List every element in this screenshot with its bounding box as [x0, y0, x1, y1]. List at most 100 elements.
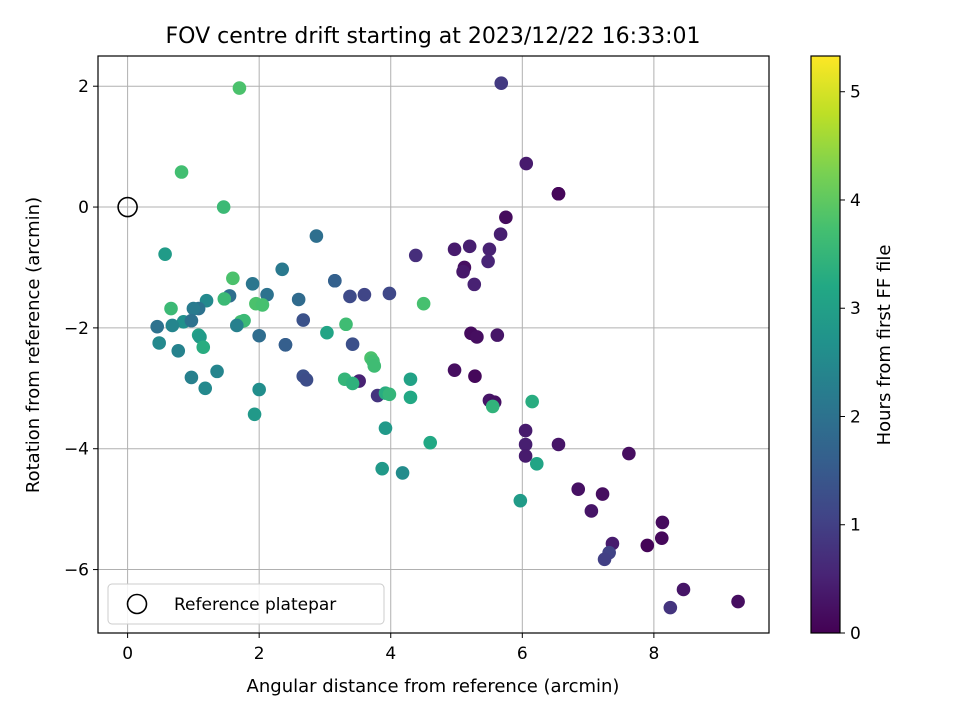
data-point [403, 390, 418, 405]
colorbar-label: Hours from first FF file [874, 245, 895, 446]
data-point [320, 325, 334, 340]
data-point [529, 457, 544, 471]
colorbar-tick-label: 5 [850, 83, 861, 103]
legend-box [107, 583, 385, 625]
data-point [216, 200, 231, 214]
y-tick-label: 0 [78, 198, 89, 218]
data-point [291, 292, 306, 307]
data-point [171, 344, 186, 358]
data-point [343, 289, 357, 304]
colorbar-ticks: 0 1 2 3 4 5 [840, 83, 861, 644]
x-tick-label: 4 [385, 644, 396, 664]
x-tick-label: 6 [517, 644, 528, 664]
colorbar: 0 1 2 3 4 5 Hours from first FF file [810, 55, 895, 644]
data-point [255, 298, 270, 312]
legend-label: Reference platepar [174, 595, 336, 615]
data-point [196, 340, 211, 355]
data-point [493, 227, 508, 242]
data-point [339, 317, 353, 332]
x-axis-ticks: 0 2 4 6 8 [122, 633, 659, 664]
data-point [655, 515, 670, 530]
data-point [597, 552, 612, 567]
data-point [217, 292, 232, 306]
data-point [198, 381, 213, 396]
data-point [382, 286, 397, 301]
data-point [165, 318, 180, 333]
data-point [456, 264, 470, 279]
data-point [184, 370, 199, 385]
data-point [447, 242, 462, 257]
data-point [470, 330, 484, 344]
data-point [375, 461, 389, 476]
data-point [499, 210, 513, 225]
data-point [152, 336, 166, 350]
data-point [513, 493, 528, 508]
data-point [345, 376, 360, 391]
colorbar-tick-label: 4 [850, 191, 861, 211]
data-point [525, 394, 539, 409]
colorbar-tick-label: 3 [850, 299, 861, 319]
data-point [186, 301, 201, 316]
data-point [184, 313, 199, 328]
data-point [164, 301, 178, 316]
x-tick-label: 2 [254, 644, 265, 664]
data-point [174, 165, 189, 179]
data-point [622, 446, 636, 461]
y-tick-label: 2 [78, 77, 89, 97]
data-point [416, 296, 431, 311]
colorbar-tick-label: 0 [850, 624, 861, 644]
reference-marker [117, 196, 138, 218]
data-point [357, 287, 372, 302]
data-point [193, 330, 207, 344]
data-point [663, 600, 678, 615]
data-point [423, 435, 438, 450]
colorbar-tick-label: 2 [850, 407, 861, 427]
data-point [382, 387, 397, 402]
x-tick-label: 0 [122, 644, 133, 664]
data-point [252, 328, 266, 343]
grid [98, 56, 769, 633]
data-point [519, 156, 534, 171]
data-point [210, 364, 224, 379]
data-point [299, 373, 314, 387]
y-tick-label: −6 [64, 561, 89, 581]
data-points [150, 76, 745, 615]
legend: Reference platepar [107, 583, 385, 625]
data-point [468, 369, 482, 384]
y-axis-ticks: −6 −4 −2 0 2 [64, 77, 98, 581]
data-point [447, 363, 462, 377]
data-point [485, 399, 500, 414]
data-point [467, 277, 482, 292]
data-point [275, 262, 289, 277]
data-point [551, 437, 566, 452]
data-point [395, 466, 410, 480]
data-point [247, 407, 262, 422]
data-point [378, 421, 393, 435]
x-axis-label: Angular distance from reference (arcmin) [247, 676, 620, 697]
data-point [345, 337, 360, 351]
y-axis-label: Rotation from reference (arcmin) [23, 197, 44, 493]
data-point [252, 382, 266, 397]
data-point [731, 594, 745, 609]
data-point [595, 487, 610, 501]
data-point [260, 287, 274, 302]
data-point [226, 271, 240, 286]
y-tick-label: −2 [64, 319, 89, 339]
data-point [328, 273, 342, 288]
data-point [481, 254, 495, 269]
data-point [490, 328, 505, 342]
data-point [403, 372, 418, 387]
data-point [232, 81, 247, 95]
plot-frame [97, 55, 770, 634]
data-point [494, 76, 509, 90]
data-point [518, 437, 533, 452]
data-point [309, 229, 324, 243]
data-point [571, 482, 586, 497]
data-point [158, 247, 172, 261]
reference-platepar-marker [117, 196, 138, 218]
legend-marker-icon [126, 593, 148, 615]
data-point [278, 338, 293, 352]
chart-title: FOV centre drift starting at 2023/12/22 … [166, 24, 701, 49]
data-point [640, 538, 655, 553]
